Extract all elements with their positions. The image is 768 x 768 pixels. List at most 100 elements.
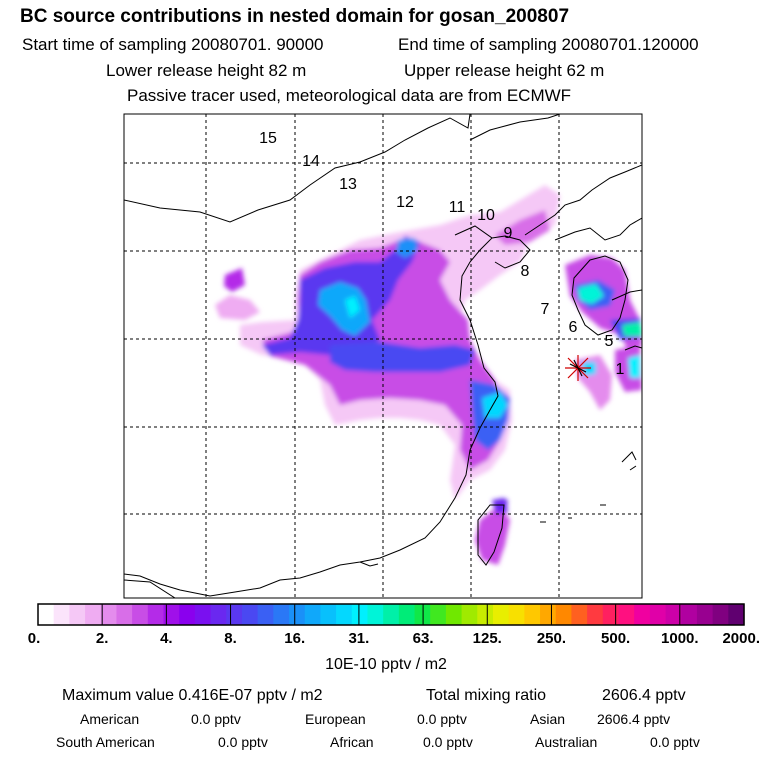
colorbar-tick-label: 1000. [661,630,699,647]
trajectory-label: 13 [339,176,357,193]
trajectory-label: 7 [541,301,550,318]
colorbar-swatch [602,604,620,625]
colorbar-tick-label: 2. [96,630,109,647]
receptor-star-icon [565,355,591,381]
trajectory-label: 15 [259,130,277,147]
region-name: South American [56,734,155,750]
total-mixing-label: Total mixing ratio [426,687,547,704]
trajectory-label: 11 [449,199,466,216]
trajectory-labels: 15 14 13 12 11 10 9 8 7 6 51 [259,130,624,378]
colorbar-swatch [477,604,494,625]
colorbar-swatch [69,604,86,625]
region-name: African [330,734,374,750]
colorbar-frame [37,603,745,626]
colorbar-swatch [618,604,635,625]
trajectory-label: 10 [477,207,495,224]
colorbar-swatch [398,604,416,625]
colorbar-swatch [304,604,321,625]
colorbar-swatch [508,604,525,625]
colorbar-swatch [132,604,149,625]
colorbar-swatch [289,604,306,625]
colorbar-swatch [461,604,478,625]
colorbar-tick-label: 4. [160,630,173,647]
region-name: Asian [530,711,566,727]
colorbar [37,603,745,626]
colorbar-swatch [85,604,102,625]
max-value-label: Maximum value 0.416E-07 pptv / m2 [62,687,323,704]
region-value: 0.0 pptv [218,734,268,750]
colorbar-swatch [571,604,588,625]
colorbar-swatch [53,604,70,625]
colorbar-swatch [430,604,447,625]
colorbar-swatch [649,604,667,625]
colorbar-tick-labels: 0. 2. 4. 8. 16. 31. 63. 125. 250. 500. 1000. 2000. [28,630,760,647]
chart-title: BC source contributions in nested domain… [20,6,570,27]
trajectory-label: 8 [521,263,530,280]
colorbar-swatch [524,604,541,625]
trajectory-label: 14 [302,153,320,170]
colorbar-swatch [445,604,463,625]
colorbar-tick-label: 2000. [722,630,760,647]
colorbar-tick-label: 63. [413,630,434,647]
trajectory-label: 6 [569,319,578,336]
region-value: 0.0 pptv [417,711,467,727]
start-time-label: Start time of sampling 20080701. 90000 [22,35,324,54]
colorbar-swatch [336,604,353,625]
trajectory-label: 9 [504,225,513,242]
region-value: 0.0 pptv [650,734,700,750]
colorbar-swatch [38,604,55,625]
colorbar-swatch [226,604,243,625]
trajectory-label: 12 [396,194,414,211]
colorbar-tick-label: 250. [537,630,566,647]
colorbar-swatch [210,604,227,625]
colorbar-tick-label: 125. [473,630,502,647]
colorbar-swatch [241,604,259,625]
total-mixing-value: 2606.4 pptv [602,687,686,704]
region-value: 2606.4 pptv [597,711,671,727]
plume-field [215,185,642,565]
colorbar-swatch [712,604,729,625]
colorbar-swatch [665,604,682,625]
colorbar-swatch [367,604,384,625]
region-name: European [305,711,366,727]
colorbar-swatch [320,604,337,625]
region-name: Australian [535,734,598,750]
colorbar-tick-label: 500. [601,630,630,647]
colorbar-swatch [681,604,698,625]
colorbar-swatch [147,604,165,625]
tracer-info-label: Passive tracer used, meteorological data… [127,86,572,105]
colorbar-swatch [696,604,714,625]
colorbar-swatch [728,604,745,625]
colorbar-swatch [383,604,400,625]
coastlines [124,114,642,598]
trajectory-label: 1 [616,361,625,378]
colorbar-tick-label: 8. [224,630,237,647]
map-frame [123,113,643,599]
colorbar-swatch [194,604,212,625]
colorbar-swatch [587,604,604,625]
colorbar-swatch [116,604,133,625]
trajectory-label: 5 [605,333,614,350]
colorbar-swatch [634,604,651,625]
colorbar-swatch [273,604,290,625]
colorbar-swatch [351,604,369,625]
region-value: 0.0 pptv [423,734,473,750]
colorbar-tick-label: 0. [28,630,41,647]
colorbar-swatch [163,604,180,625]
colorbar-swatch [555,604,573,625]
colorbar-swatch [179,604,196,625]
region-value: 0.0 pptv [191,711,241,727]
colorbar-tick-label: 16. [284,630,305,647]
colorbar-swatch [492,604,510,625]
upper-height-label: Upper release height 62 m [404,61,605,80]
colorbar-swatch [540,604,557,625]
colorbar-swatch [257,604,274,625]
colorbar-swatch [100,604,118,625]
end-time-label: End time of sampling 20080701.120000 [398,35,699,54]
lat-lon-grid [124,114,642,598]
region-name: American [80,711,140,727]
colorbar-tick-label: 31. [348,630,369,647]
lower-height-label: Lower release height 82 m [106,61,307,80]
colorbar-units-label: 10E-10 pptv / m2 [325,656,447,673]
